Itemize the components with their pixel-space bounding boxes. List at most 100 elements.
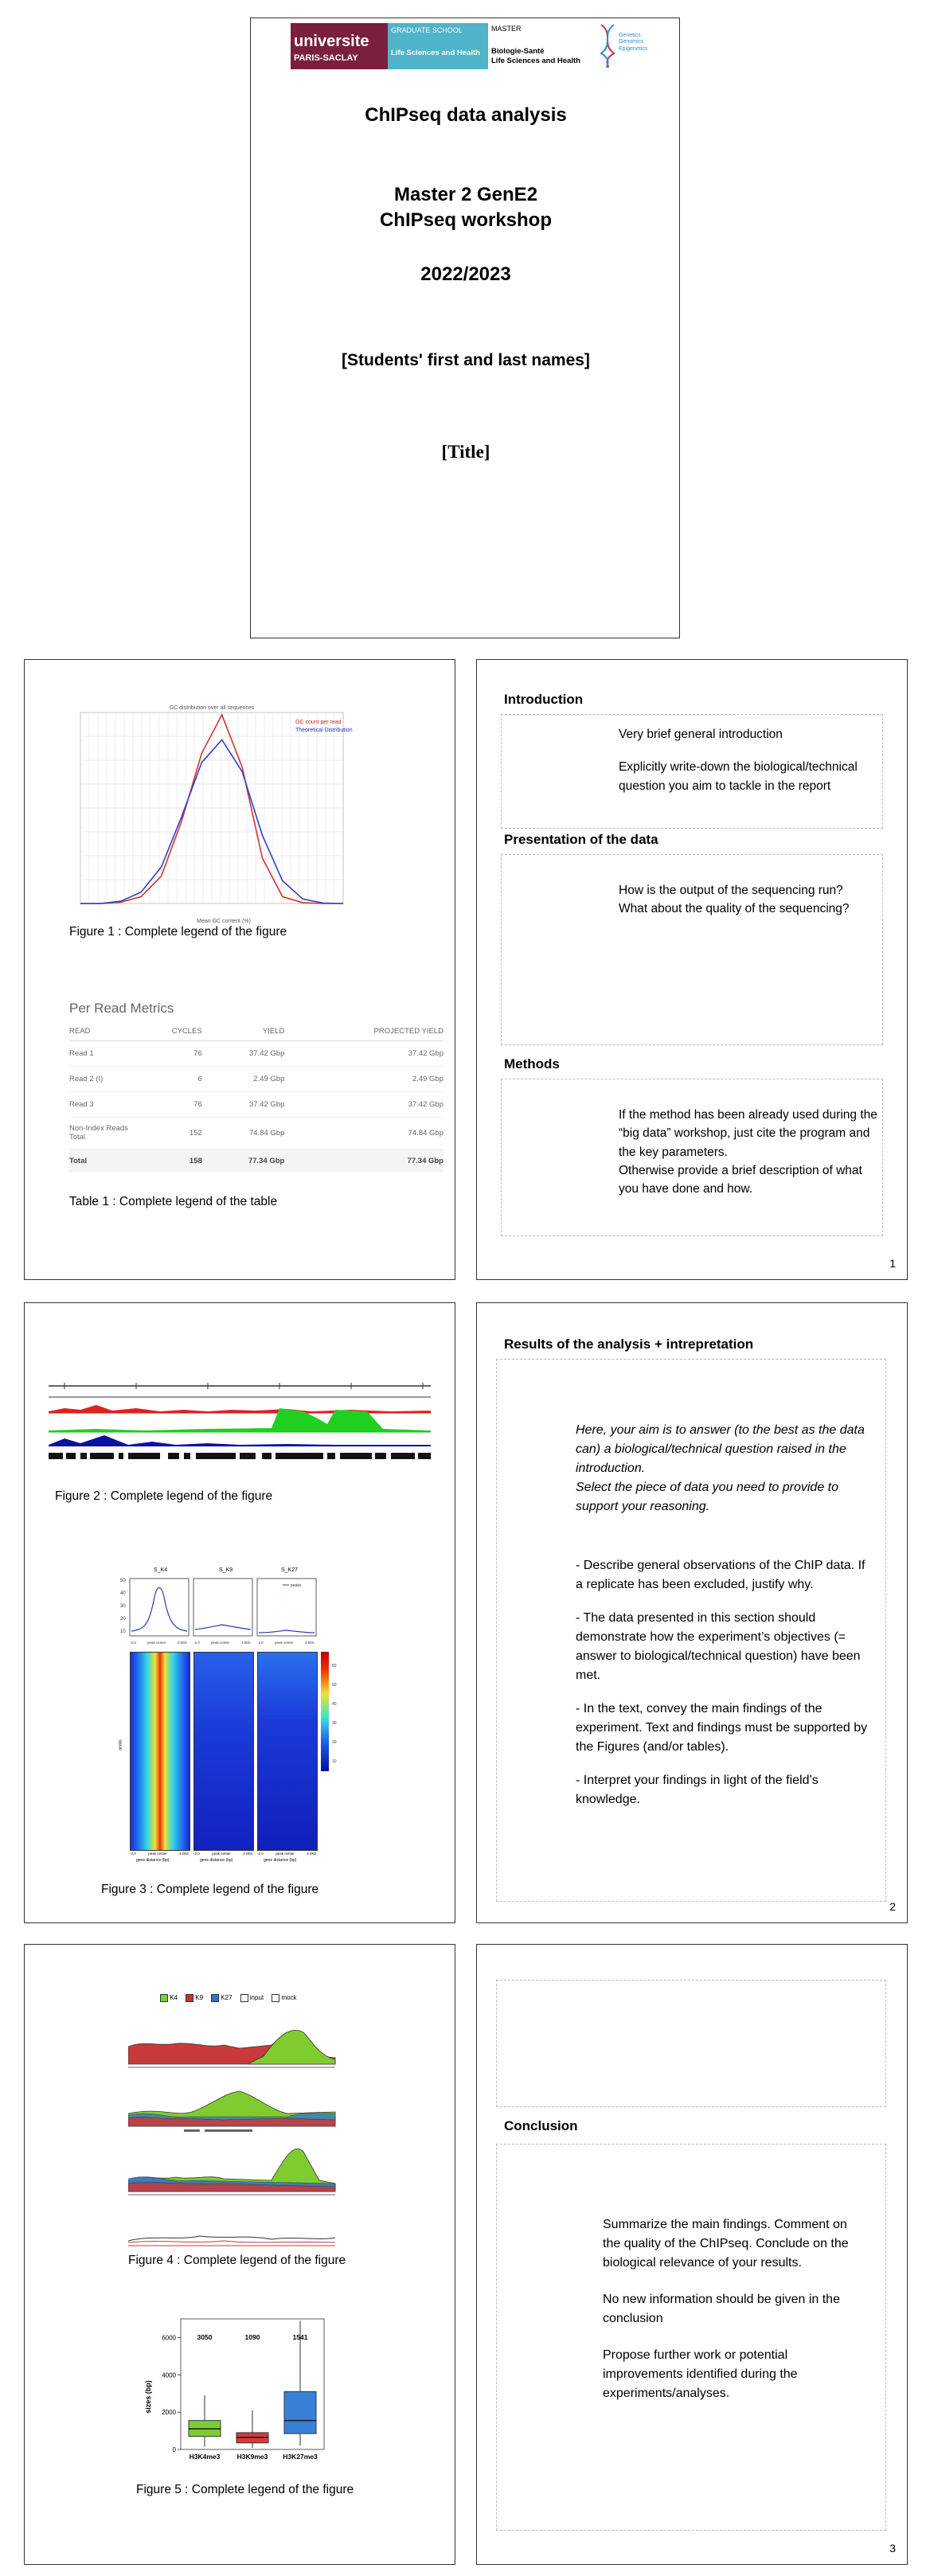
heatmap-xticks: -2.0 peak center 2.0Kb <box>257 1852 316 1856</box>
colorbar-tick: 10 <box>332 1759 337 1764</box>
y-tick-label: 4000 <box>162 2371 176 2379</box>
gene-block <box>275 1453 323 1459</box>
intro-text-1: Very brief general introduction <box>619 728 783 741</box>
heatmap-colorbar <box>321 1652 329 1771</box>
colorbar-tick: 20 <box>332 1740 337 1745</box>
graduate-school-logo: GRADUATE SCHOOL Life Sciences and Health <box>388 23 488 69</box>
profile-legend: peaks <box>291 1583 302 1588</box>
table-title: Per Read Metrics <box>69 1001 174 1016</box>
intro-heading: Introduction <box>504 692 584 707</box>
series-line <box>80 738 344 904</box>
table-row: Non-Index Reads Total 152 74.84 Gbp 74.8… <box>69 1117 444 1149</box>
page3-left: K4 K9 K27 input mock Figure 4 : Complete… <box>24 1944 455 2565</box>
heatmap-ylabel: peaks <box>118 1739 123 1751</box>
results-bullets: - Describe general observations of the C… <box>576 1556 870 1809</box>
gene-block <box>119 1453 123 1459</box>
table-cell: Read 1 <box>69 1048 94 1058</box>
results-bullet-3: - In the text, convey the main findings … <box>576 1702 868 1754</box>
heatmap-xticks: -2.0 peak center 2.0Kb <box>193 1852 252 1856</box>
table-cell: 74.84 Gbp <box>249 1128 285 1138</box>
count-label: 1541 <box>293 2333 308 2341</box>
fig4-legend: K4 K9 K27 input mock <box>160 1994 296 2002</box>
methods-heading: Methods <box>504 1056 560 1071</box>
peak-size-boxplot: sizes (bp) 6000 4000 2000 0 3050 H3K4me3 1090… <box>144 2318 325 2461</box>
profile-xtick: peak center <box>147 1641 166 1645</box>
page3-right: Conclusion Summarize the main findings. … <box>476 1944 908 2565</box>
profile-ytick: 50 <box>120 1579 126 1583</box>
table-header: YIELD <box>262 1027 285 1036</box>
per-read-metrics-table: READ CYCLES YIELD PROJECTED YIELD Read 1… <box>69 1023 444 1173</box>
table-row: Read 1 76 37.42 Gbp 37.42 Gbp <box>69 1040 444 1066</box>
fig5-caption: Figure 5 : Complete legend of the figure <box>136 2483 354 2496</box>
legend-label: K27 <box>221 1994 232 2002</box>
gc-distribution-chart: GC distribution over all sequences GC co… <box>80 705 353 924</box>
legend-item: K27 <box>211 1994 232 2002</box>
gene-block <box>90 1453 114 1459</box>
gene-block <box>391 1453 415 1459</box>
table-cell: 2.49 Gbp <box>253 1074 285 1083</box>
results-intro-1: Here, your aim is to answer (to the best… <box>576 1423 865 1475</box>
colorbar-tick: 60 <box>332 1664 337 1669</box>
results-bullet-2: - The data presented in this section sho… <box>576 1611 861 1682</box>
conclusion-text-1: Summarize the main findings. Comment on … <box>603 2218 849 2270</box>
panel-title: S_K4 <box>154 1567 168 1573</box>
table-header-row: READ CYCLES YIELD PROJECTED YIELD <box>69 1023 444 1040</box>
green-track <box>49 1408 431 1432</box>
fig3-caption: Figure 3 : Complete legend of the figure <box>101 1883 319 1896</box>
cover-students: [Students' first and last names] <box>342 351 590 369</box>
logo-master-line1: MASTER <box>491 25 522 33</box>
gene-block <box>327 1453 335 1459</box>
heatmap-k27 <box>257 1652 318 1851</box>
presentation-text: How is the output of the sequencing run?… <box>619 884 850 916</box>
gene-block <box>66 1453 76 1459</box>
heatmap-xtick: 2.0Kb <box>307 1852 316 1856</box>
profile-xtick: -2.0 <box>257 1641 264 1645</box>
fig5-ylabel: sizes (bp) <box>144 2380 152 2414</box>
table-row: Read 2 (I) 6 2.49 Gbp 2.49 Gbp <box>69 1066 444 1091</box>
heatmap-figure: S_K4 S_K9 S_K27 50 40 30 20 10 peaks -2.… <box>118 1567 359 1870</box>
intro-box <box>501 714 883 829</box>
table-caption: Table 1 : Complete legend of the table <box>69 1195 278 1208</box>
table-cell: Read 2 (I) <box>69 1074 104 1083</box>
fig1-chart-title: GC distribution over all sequences <box>170 705 255 711</box>
heatmap-xtick: peak center <box>148 1852 167 1856</box>
table-header: CYCLES <box>171 1027 202 1036</box>
cover-year: 2022/2023 <box>420 263 511 285</box>
heatmap-xtick: -2.0 <box>193 1852 200 1856</box>
fig1-legend-1: GC count per read <box>295 720 342 725</box>
page2-right: Results of the analysis + intrepretation… <box>476 1302 908 1923</box>
intro-text-2: Explicitly write-down the biological/tec… <box>619 760 858 793</box>
results-box <box>496 1359 886 1902</box>
category-label: H3K27me3 <box>283 2453 318 2461</box>
methods-text: If the method has been already used duri… <box>619 1106 880 1198</box>
table-cell: 77.34 Gbp <box>407 1156 444 1165</box>
logo-university-text: universite <box>294 33 369 50</box>
category-label: H3K4me3 <box>190 2453 221 2461</box>
legend-item: K9 <box>186 1994 203 2002</box>
series-line <box>80 712 343 904</box>
gene-block <box>196 1453 236 1459</box>
logo-gs-line1: GRADUATE SCHOOL <box>391 26 463 34</box>
page-number: 3 <box>889 2542 896 2555</box>
table-cell: 37.42 Gbp <box>408 1099 444 1109</box>
conclusion-text-3: Propose further work or potential improv… <box>603 2348 798 2400</box>
colorbar-ticks: 60 50 40 30 20 10 <box>332 1657 337 1771</box>
coverage-tracks-figure <box>128 2029 336 2246</box>
gene-block <box>340 1453 372 1459</box>
page1-left: GC distribution over all sequences GC co… <box>24 659 455 1280</box>
results-intro-2: Select the piece of data you need to pro… <box>576 1481 839 1513</box>
heatmap-xlabel: gene distance (bp) <box>200 1858 233 1863</box>
logo-master-line3: Life Sciences and Health <box>491 57 580 65</box>
legend-item: K4 <box>160 1994 178 2002</box>
results-bullet-1: - Describe general observations of the C… <box>576 1559 866 1591</box>
logo-gene-text: Genetics Genomics Epigenetics <box>619 33 648 52</box>
profile-xtick: 2.0Kb <box>305 1641 315 1645</box>
gene-block <box>375 1453 386 1459</box>
table-cell: 76 <box>193 1099 202 1109</box>
methods-box <box>501 1079 883 1236</box>
results-heading: Results of the analysis + intrepretation <box>504 1337 754 1352</box>
genome-browser-figure <box>49 1383 431 1459</box>
red-track <box>49 1405 431 1413</box>
intro-text: Very brief general introduction Explicit… <box>619 725 873 795</box>
count-label: 3050 <box>197 2333 213 2341</box>
